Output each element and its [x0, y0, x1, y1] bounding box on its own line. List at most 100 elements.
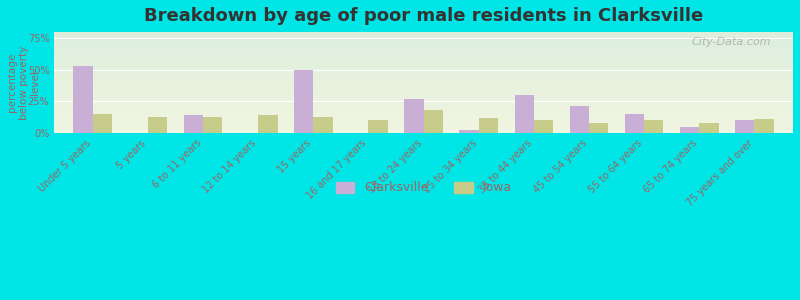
- Bar: [54, 57, 793, 58]
- Bar: [54, 129, 793, 130]
- Bar: [54, 51, 793, 52]
- Bar: [54, 53, 793, 54]
- Bar: [54, 48, 793, 49]
- Bar: [314, 117, 333, 133]
- Bar: [54, 103, 793, 104]
- Bar: [54, 46, 793, 47]
- Bar: [625, 114, 644, 133]
- Bar: [54, 55, 793, 56]
- Bar: [54, 42, 793, 43]
- Bar: [54, 117, 793, 118]
- Bar: [54, 125, 793, 126]
- Bar: [424, 110, 443, 133]
- Bar: [54, 131, 793, 132]
- Bar: [514, 95, 534, 133]
- Bar: [54, 122, 793, 123]
- Bar: [54, 38, 793, 39]
- Bar: [54, 68, 793, 69]
- Bar: [54, 100, 793, 101]
- Bar: [54, 116, 793, 117]
- Bar: [54, 60, 793, 61]
- Bar: [54, 114, 793, 115]
- Bar: [699, 123, 718, 133]
- Bar: [54, 118, 793, 119]
- Bar: [54, 74, 793, 76]
- Bar: [54, 45, 793, 46]
- Bar: [680, 127, 699, 133]
- Bar: [54, 112, 793, 113]
- Bar: [54, 76, 793, 77]
- Bar: [54, 82, 793, 83]
- Legend: Clarksville, Iowa: Clarksville, Iowa: [330, 176, 517, 200]
- Bar: [54, 87, 793, 88]
- Bar: [54, 64, 793, 65]
- Bar: [369, 120, 388, 133]
- Bar: [589, 123, 608, 133]
- Bar: [54, 43, 793, 44]
- Bar: [54, 128, 793, 129]
- Text: City-Data.com: City-Data.com: [691, 37, 771, 47]
- Bar: [735, 120, 754, 133]
- Bar: [54, 66, 793, 68]
- Bar: [54, 121, 793, 122]
- Bar: [54, 92, 793, 93]
- Y-axis label: percentage
below poverty
level: percentage below poverty level: [7, 45, 40, 120]
- Bar: [54, 41, 793, 42]
- Bar: [54, 59, 793, 60]
- Bar: [54, 91, 793, 92]
- Bar: [54, 97, 793, 98]
- Bar: [54, 101, 793, 102]
- Bar: [54, 130, 793, 131]
- Bar: [54, 85, 793, 86]
- Bar: [54, 105, 793, 106]
- Bar: [54, 58, 793, 59]
- Bar: [54, 99, 793, 100]
- Bar: [54, 62, 793, 63]
- Bar: [54, 34, 793, 35]
- Bar: [478, 118, 498, 133]
- Bar: [754, 119, 774, 133]
- Bar: [258, 115, 278, 133]
- Bar: [644, 120, 663, 133]
- Bar: [54, 126, 793, 127]
- Bar: [203, 117, 222, 133]
- Title: Breakdown by age of poor male residents in Clarksville: Breakdown by age of poor male residents …: [144, 7, 703, 25]
- Bar: [54, 47, 793, 48]
- Bar: [54, 132, 793, 133]
- Bar: [54, 108, 793, 109]
- Bar: [54, 61, 793, 62]
- Bar: [54, 120, 793, 121]
- Bar: [54, 109, 793, 110]
- Bar: [54, 36, 793, 37]
- Bar: [54, 115, 793, 116]
- Bar: [54, 56, 793, 57]
- Bar: [148, 117, 167, 133]
- Bar: [93, 114, 112, 133]
- Bar: [54, 113, 793, 114]
- Bar: [54, 33, 793, 34]
- Bar: [54, 98, 793, 99]
- Bar: [54, 88, 793, 90]
- Bar: [54, 107, 793, 108]
- Bar: [54, 102, 793, 103]
- Bar: [54, 71, 793, 72]
- Bar: [570, 106, 589, 133]
- Bar: [54, 96, 793, 97]
- Bar: [54, 40, 793, 41]
- Bar: [54, 124, 793, 125]
- Bar: [54, 39, 793, 40]
- Bar: [54, 82, 793, 83]
- Bar: [54, 52, 793, 53]
- Bar: [54, 127, 793, 128]
- Bar: [54, 77, 793, 79]
- Bar: [54, 83, 793, 85]
- Bar: [404, 99, 424, 133]
- Bar: [459, 130, 478, 133]
- Bar: [54, 93, 793, 94]
- Bar: [54, 123, 793, 124]
- Bar: [294, 70, 314, 133]
- Bar: [54, 32, 793, 33]
- Bar: [54, 90, 793, 91]
- Bar: [54, 50, 793, 51]
- Bar: [54, 69, 793, 70]
